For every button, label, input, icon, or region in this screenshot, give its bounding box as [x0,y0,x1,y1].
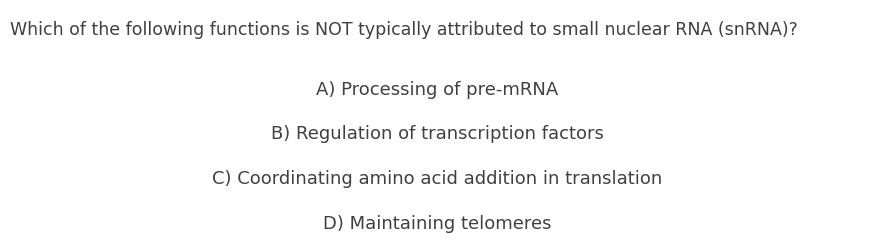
Text: Which of the following functions is NOT typically attributed to small nuclear RN: Which of the following functions is NOT … [10,21,798,39]
Text: A) Processing of pre-mRNA: A) Processing of pre-mRNA [317,81,558,99]
Text: D) Maintaining telomeres: D) Maintaining telomeres [323,215,552,233]
Text: C) Coordinating amino acid addition in translation: C) Coordinating amino acid addition in t… [213,170,662,188]
Text: B) Regulation of transcription factors: B) Regulation of transcription factors [271,125,604,143]
